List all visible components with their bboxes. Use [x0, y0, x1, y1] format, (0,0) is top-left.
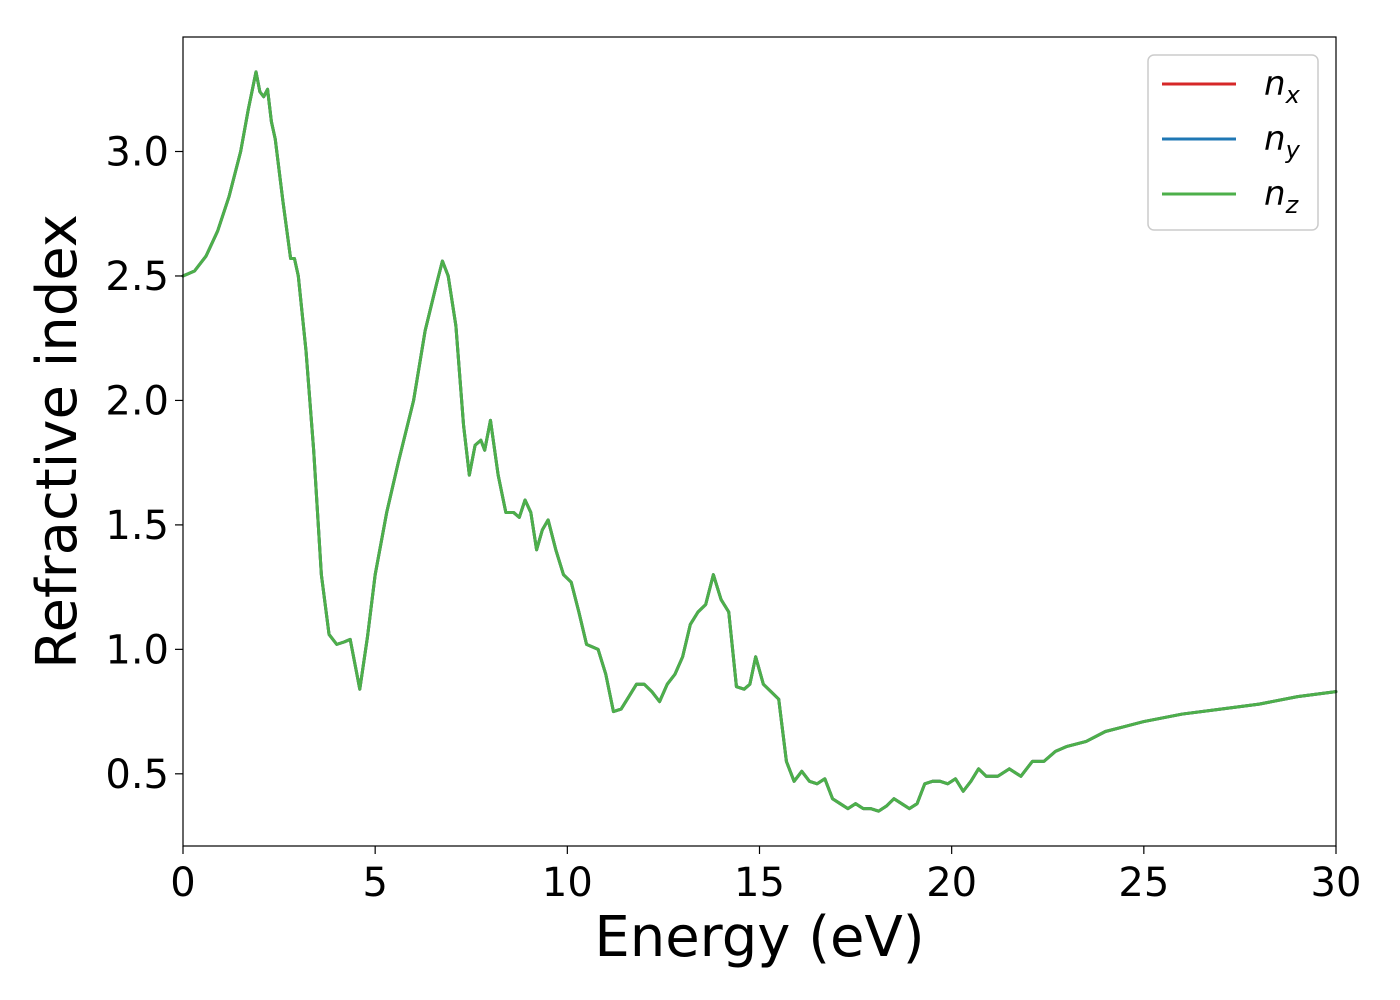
x-tick-label: 15: [734, 860, 785, 906]
legend-box: [1147, 54, 1319, 231]
legend-entries: nx ny nz: [1162, 64, 1301, 219]
x-tick-label: 20: [926, 860, 977, 906]
x-tick-label: 5: [362, 860, 387, 906]
legend-label-nz: nz: [1264, 174, 1300, 219]
x-tick-label: 10: [542, 860, 593, 906]
series-layer: [181, 70, 1338, 813]
y-tick-label: 0.5: [105, 752, 169, 798]
x-axis-title: Energy (eV): [594, 905, 924, 970]
legend-label-ny: ny: [1264, 119, 1301, 164]
y-tick-label: 1.5: [105, 503, 169, 549]
legend: nx ny nz: [1147, 54, 1319, 231]
legend-label-nx: nx: [1264, 64, 1301, 109]
x-tick-label: 25: [1118, 860, 1169, 906]
y-tick-label: 1.0: [105, 627, 169, 673]
y-axis-title: Refractive index: [25, 214, 90, 669]
x-axis-ticks: 0 5 10 15 20 25 30: [170, 846, 1361, 906]
series-line-nz: [181, 70, 1338, 813]
y-tick-label: 2.0: [105, 378, 169, 424]
y-tick-label: 2.5: [105, 254, 169, 300]
x-tick-label: 30: [1311, 860, 1362, 906]
y-tick-label: 3.0: [105, 130, 169, 176]
x-tick-label: 0: [170, 860, 195, 906]
y-axis-ticks: 0.5 1.0 1.5 2.0 2.5 3.0: [105, 130, 183, 798]
